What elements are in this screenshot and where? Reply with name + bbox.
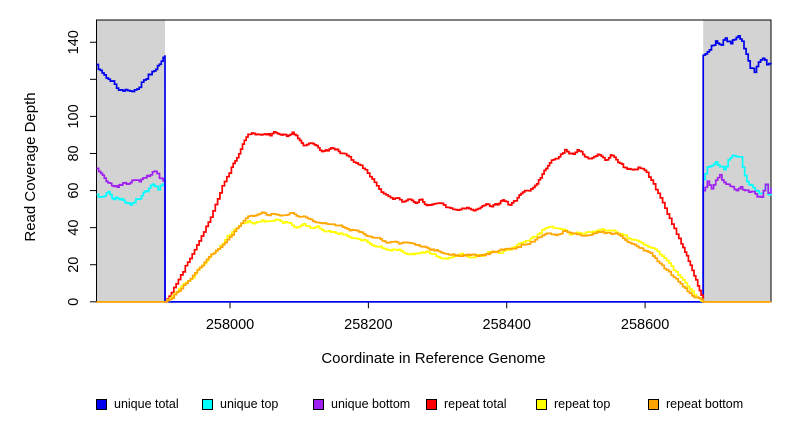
y-axis-title: Read Coverage Depth [22, 92, 39, 242]
legend-swatch-unique-bottom [313, 398, 324, 410]
legend-item-repeat-bottom: repeat bottom [648, 396, 743, 412]
y-axis-tick-label: 0 [66, 298, 82, 306]
x-axis-tick-label: 258600 [621, 317, 669, 333]
series-line-repeat-bottom [96, 211, 771, 303]
legend: unique total unique top unique bottom repea… [0, 396, 792, 414]
x-axis-tick-label: 258400 [483, 317, 531, 333]
x-axis-title: Coordinate in Reference Genome [321, 350, 546, 367]
series-line-repeat-top [96, 218, 771, 303]
legend-item-unique-bottom: unique bottom [313, 396, 410, 412]
series-line-unique-total [96, 35, 772, 303]
series-line-unique-bottom [96, 167, 772, 303]
y-axis-tick-label: 80 [66, 145, 82, 161]
legend-label-repeat-top: repeat top [554, 397, 611, 411]
legend-label-unique-top: unique top [220, 397, 279, 411]
legend-label-repeat-total: repeat total [444, 397, 507, 411]
legend-item-unique-top: unique top [202, 396, 278, 412]
legend-swatch-repeat-top [536, 398, 547, 410]
plot-box [96, 19, 772, 303]
legend-swatch-repeat-bottom [648, 398, 659, 410]
legend-swatch-unique-top [202, 398, 213, 410]
y-axis-tick-label: 40 [66, 220, 82, 236]
series-group [96, 35, 772, 303]
legend-label-unique-total: unique total [114, 397, 179, 411]
legend-swatch-unique-total [96, 398, 107, 410]
legend-label-unique-bottom: unique bottom [331, 397, 411, 411]
y-axis-tick-label: 60 [66, 182, 82, 198]
legend-swatch-repeat-total [426, 398, 437, 410]
x-axis-tick-label: 258000 [206, 317, 254, 333]
y-axis-tick-label: 140 [66, 30, 82, 54]
x-axis-tick-label: 258200 [344, 317, 392, 333]
series-line-repeat-total [96, 130, 771, 303]
legend-item-repeat-total: repeat total [426, 396, 507, 412]
y-axis-tick-label: 20 [66, 257, 82, 273]
legend-item-repeat-top: repeat top [536, 396, 610, 412]
series-line-unique-top [96, 154, 772, 303]
legend-label-repeat-bottom: repeat bottom [666, 397, 744, 411]
shaded-region-left [96, 20, 165, 302]
shaded-region-right [703, 20, 771, 302]
y-axis-tick-label: 100 [66, 104, 82, 128]
legend-item-unique-total: unique total [96, 396, 179, 412]
